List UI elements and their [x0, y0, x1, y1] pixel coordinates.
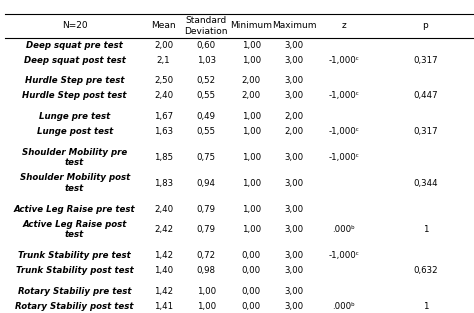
Text: 0,98: 0,98 — [197, 266, 216, 275]
Text: 1,83: 1,83 — [154, 179, 173, 187]
Text: 1,00: 1,00 — [242, 205, 261, 213]
Text: 1,00: 1,00 — [242, 153, 261, 162]
Text: Active Leg Raise pre test: Active Leg Raise pre test — [14, 205, 136, 213]
Text: 0,632: 0,632 — [413, 266, 438, 275]
Text: Hurdle Step pre test: Hurdle Step pre test — [25, 76, 124, 85]
Text: -1,000ᶜ: -1,000ᶜ — [328, 251, 359, 260]
Text: Trunk Stability pre test: Trunk Stability pre test — [18, 251, 131, 260]
Text: 3,00: 3,00 — [284, 153, 303, 162]
Text: Standard
Deviation: Standard Deviation — [184, 16, 228, 35]
Text: 2,00: 2,00 — [242, 76, 261, 85]
Text: 0,317: 0,317 — [413, 127, 438, 136]
Text: Hurdle Step post test: Hurdle Step post test — [22, 91, 127, 100]
Text: Lunge post test: Lunge post test — [36, 127, 113, 136]
Text: Shoulder Mobility pre
test: Shoulder Mobility pre test — [22, 148, 128, 167]
Text: -1,000ᶜ: -1,000ᶜ — [328, 91, 359, 100]
Text: 1,00: 1,00 — [242, 41, 261, 49]
Text: .000ᵇ: .000ᵇ — [332, 302, 355, 310]
Text: 3,00: 3,00 — [284, 179, 303, 187]
Text: 1,67: 1,67 — [154, 112, 173, 121]
Text: 2,00: 2,00 — [242, 91, 261, 100]
Text: 3,00: 3,00 — [284, 41, 303, 49]
Text: 0,79: 0,79 — [197, 205, 216, 213]
Text: 1,41: 1,41 — [154, 302, 173, 310]
Text: -1,000ᶜ: -1,000ᶜ — [328, 127, 359, 136]
Text: 0,49: 0,49 — [197, 112, 216, 121]
Text: 2,40: 2,40 — [154, 205, 173, 213]
Text: 0,55: 0,55 — [197, 91, 216, 100]
Text: Mean: Mean — [151, 21, 176, 30]
Text: 1,42: 1,42 — [154, 287, 173, 295]
Text: -1,000ᶜ: -1,000ᶜ — [328, 153, 359, 162]
Text: 1,63: 1,63 — [154, 127, 173, 136]
Text: 2,00: 2,00 — [154, 41, 173, 49]
Text: 0,79: 0,79 — [197, 225, 216, 234]
Text: 1,00: 1,00 — [197, 302, 216, 310]
Text: 0,447: 0,447 — [413, 91, 438, 100]
Text: 3,00: 3,00 — [284, 56, 303, 64]
Text: 1: 1 — [423, 225, 428, 234]
Text: 2,00: 2,00 — [284, 112, 303, 121]
Text: 0,55: 0,55 — [197, 127, 216, 136]
Text: Active Leg Raise post
test: Active Leg Raise post test — [22, 220, 127, 239]
Text: 1,00: 1,00 — [242, 112, 261, 121]
Text: 3,00: 3,00 — [284, 266, 303, 275]
Text: .000ᵇ: .000ᵇ — [332, 225, 355, 234]
Text: -1,000ᶜ: -1,000ᶜ — [328, 56, 359, 64]
Text: 3,00: 3,00 — [284, 205, 303, 213]
Text: Shoulder Mobility post
test: Shoulder Mobility post test — [19, 173, 130, 193]
Text: 1,00: 1,00 — [242, 56, 261, 64]
Text: 3,00: 3,00 — [284, 251, 303, 260]
Text: 0,00: 0,00 — [242, 266, 261, 275]
Text: 2,00: 2,00 — [284, 127, 303, 136]
Text: 1,85: 1,85 — [154, 153, 173, 162]
Text: 0,344: 0,344 — [413, 179, 438, 187]
Text: Deep squat post test: Deep squat post test — [24, 56, 126, 64]
Text: 1,00: 1,00 — [242, 179, 261, 187]
Text: 3,00: 3,00 — [284, 225, 303, 234]
Text: 0,60: 0,60 — [197, 41, 216, 49]
Text: 3,00: 3,00 — [284, 302, 303, 310]
Text: 0,72: 0,72 — [197, 251, 216, 260]
Text: z: z — [341, 21, 346, 30]
Text: 1,00: 1,00 — [197, 287, 216, 295]
Text: 2,42: 2,42 — [154, 225, 173, 234]
Text: Trunk Stability post test: Trunk Stability post test — [16, 266, 134, 275]
Text: Rotary Stabiliy post test: Rotary Stabiliy post test — [15, 302, 134, 310]
Text: 3,00: 3,00 — [284, 287, 303, 295]
Text: 0,94: 0,94 — [197, 179, 216, 187]
Text: 0,52: 0,52 — [197, 76, 216, 85]
Text: 0,00: 0,00 — [242, 302, 261, 310]
Text: Minimum: Minimum — [230, 21, 272, 30]
Text: 2,50: 2,50 — [154, 76, 173, 85]
Text: 1,40: 1,40 — [154, 266, 173, 275]
Text: 1,42: 1,42 — [154, 251, 173, 260]
Text: 0,00: 0,00 — [242, 251, 261, 260]
Text: 0,75: 0,75 — [197, 153, 216, 162]
Text: Maximum: Maximum — [272, 21, 316, 30]
Text: 3,00: 3,00 — [284, 76, 303, 85]
Text: 1: 1 — [423, 302, 428, 310]
Text: p: p — [422, 21, 428, 30]
Text: 0,317: 0,317 — [413, 56, 438, 64]
Text: 1,00: 1,00 — [242, 225, 261, 234]
Text: 2,40: 2,40 — [154, 91, 173, 100]
Text: 3,00: 3,00 — [284, 91, 303, 100]
Text: Rotary Stabiliy pre test: Rotary Stabiliy pre test — [18, 287, 131, 295]
Text: 1,03: 1,03 — [197, 56, 216, 64]
Text: Deep squat pre test: Deep squat pre test — [26, 41, 123, 49]
Text: N=20: N=20 — [62, 21, 88, 30]
Text: 1,00: 1,00 — [242, 127, 261, 136]
Text: 0,00: 0,00 — [242, 287, 261, 295]
Text: 2,1: 2,1 — [157, 56, 170, 64]
Text: Lunge pre test: Lunge pre test — [39, 112, 110, 121]
